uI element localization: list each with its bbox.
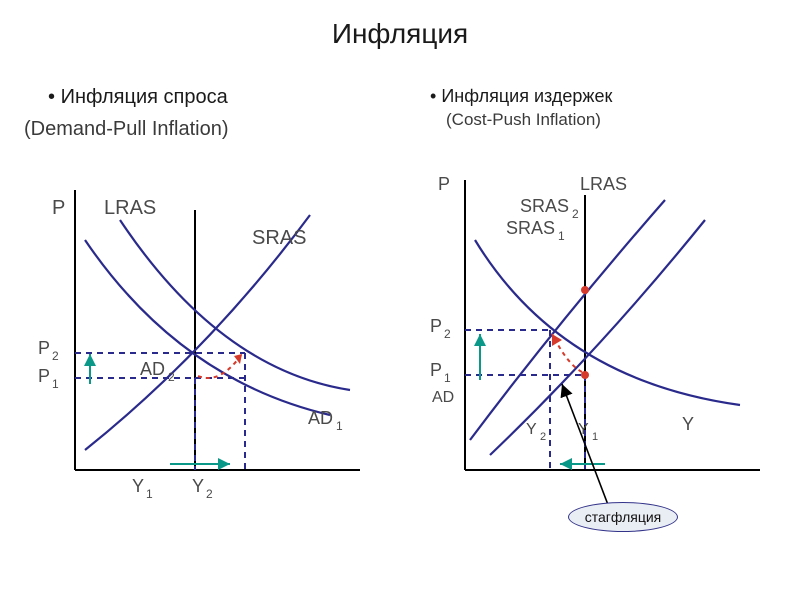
lbl-LRAS: LRAS: [104, 197, 156, 219]
stagflation-oval: стагфляция: [568, 502, 678, 532]
lbl-P1: P: [38, 366, 50, 386]
lbl-P1: P: [430, 360, 442, 380]
page: { "title": "Инфляция", "left": { "bullet…: [0, 0, 800, 600]
lbl-Y2: Y: [526, 421, 537, 438]
right-chart: P LRAS SRAS 2 SRAS 1 P 2 P 1 AD Y 2 Y 1 …: [410, 170, 790, 580]
lbl-Y2s: 2: [540, 431, 546, 443]
ad1-curve: [85, 240, 330, 415]
left-chart-svg: P LRAS SRAS P 2 P 1 AD 2 AD 1 Y 1 Y 2: [20, 170, 390, 530]
sras1-curve: [490, 220, 705, 455]
left-chart: P LRAS SRAS P 2 P 1 AD 2 AD 1 Y 1 Y 2: [20, 170, 390, 580]
lbl-Y1: Y: [578, 421, 589, 438]
lbl-SRAS1: SRAS: [506, 218, 555, 238]
left-bullet: Инфляция спроса: [48, 86, 228, 109]
lbl-Y2: Y: [192, 476, 204, 496]
lbl-AD2: AD: [140, 359, 165, 379]
right-chart-svg: P LRAS SRAS 2 SRAS 1 P 2 P 1 AD Y 2 Y 1 …: [410, 170, 790, 530]
lbl-P: P: [52, 197, 65, 219]
lbl-Y: Y: [682, 414, 694, 434]
lbl-P2: P: [430, 316, 442, 336]
lbl-P2: P: [38, 338, 50, 358]
lbl-AD1s: 1: [336, 419, 343, 433]
lbl-P2s: 2: [444, 327, 451, 341]
right-subtitle: (Cost-Push Inflation): [446, 110, 601, 130]
lbl-Y1: Y: [132, 476, 144, 496]
page-title: Инфляция: [0, 18, 800, 50]
lbl-SRAS2: SRAS: [520, 196, 569, 216]
lbl-Y2s: 2: [206, 487, 213, 501]
lbl-SRAS: SRAS: [252, 227, 306, 249]
lbl-Y1s: 1: [146, 487, 153, 501]
eq1-dot: [581, 371, 589, 379]
lbl-Y1s: 1: [592, 431, 598, 443]
lbl-SRAS1s: 1: [558, 229, 565, 243]
lbl-P1s: 1: [444, 371, 451, 385]
sras-curve: [85, 215, 310, 450]
lbl-P1s: 1: [52, 377, 59, 391]
lbl-P2s: 2: [52, 349, 59, 363]
right-bullet: Инфляция издержек: [430, 86, 612, 107]
lbl-AD1: AD: [308, 408, 333, 428]
lbl-AD: AD: [432, 389, 454, 406]
left-subtitle: (Demand-Pull Inflation): [24, 118, 229, 141]
sras2-curve: [470, 200, 665, 440]
lbl-AD2s: 2: [168, 370, 175, 384]
lbl-P: P: [438, 174, 450, 194]
lbl-LRAS: LRAS: [580, 174, 627, 194]
lbl-SRAS2s: 2: [572, 207, 579, 221]
upper-dot: [581, 286, 589, 294]
